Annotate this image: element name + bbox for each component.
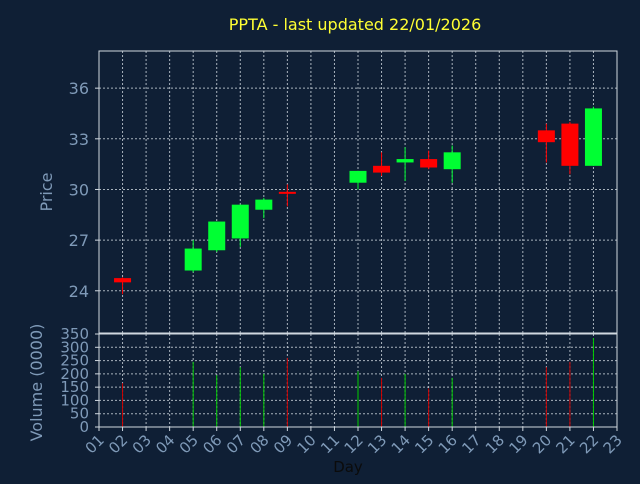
price-panel-frame: [98, 50, 618, 334]
xtick-label: 03: [129, 431, 155, 457]
xtick-label: 15: [411, 431, 437, 457]
price-ytick-label: 36: [69, 79, 89, 98]
volume-ytick-label: 300: [60, 338, 89, 356]
xtick-label: 14: [388, 431, 414, 457]
xtick-label: 18: [482, 431, 508, 457]
xtick-label: 21: [553, 431, 579, 457]
candle-body: [114, 278, 132, 283]
price-ytick-label: 33: [69, 130, 89, 149]
xtick-label: 19: [505, 431, 531, 457]
xtick-label: 06: [199, 431, 225, 457]
xtick-label: 22: [576, 431, 602, 457]
volume-ytick-label: 250: [60, 352, 89, 370]
xtick-label: 16: [435, 431, 461, 457]
xtick-label: 12: [341, 431, 367, 457]
axes: [95, 50, 618, 431]
xtick-label: 10: [294, 431, 320, 457]
volume-axis-label: Volume (0000): [27, 324, 46, 442]
xtick-label: 05: [176, 431, 202, 457]
candle-body: [443, 152, 461, 170]
xtick-label: 09: [270, 431, 296, 457]
volume-ytick-label: 0: [79, 418, 89, 436]
candle-body: [231, 204, 249, 239]
candle-body: [420, 159, 438, 168]
price-ytick-label: 24: [69, 282, 89, 301]
price-axis-label: Price: [37, 172, 56, 211]
candle-body: [349, 170, 367, 183]
candle-body: [208, 221, 226, 251]
price-ytick-label: 30: [69, 180, 89, 199]
candle-body: [561, 123, 579, 166]
xtick-label: 11: [317, 431, 343, 457]
volume-bars: [122, 337, 594, 427]
volume-ytick-label: 350: [60, 325, 89, 343]
volume-ytick-label: 50: [70, 405, 89, 423]
candle-body: [537, 130, 555, 143]
candle-body: [278, 191, 296, 194]
price-gridlines: [99, 51, 617, 333]
xtick-label: 20: [529, 431, 555, 457]
xtick-label: 04: [152, 431, 178, 457]
volume-ytick-label: 150: [60, 378, 89, 396]
candle-body: [584, 108, 602, 166]
volume-ytick-label: 100: [60, 391, 89, 409]
candle-body: [184, 248, 202, 271]
x-axis-label: Day: [333, 458, 363, 476]
price-candles: [114, 106, 602, 295]
xtick-label: 23: [600, 431, 626, 457]
candle-body: [255, 199, 273, 210]
xtick-label: 07: [223, 431, 249, 457]
price-ytick-label: 27: [69, 231, 89, 250]
chart-title: PPTA - last updated 22/01/2026: [229, 15, 482, 34]
xtick-label: 02: [105, 431, 131, 457]
candle-body: [396, 159, 414, 163]
volume-ytick-label: 200: [60, 365, 89, 383]
xtick-label: 13: [364, 431, 390, 457]
xtick-label: 08: [246, 431, 272, 457]
xtick-label: 17: [458, 431, 484, 457]
candle-body: [373, 165, 391, 173]
